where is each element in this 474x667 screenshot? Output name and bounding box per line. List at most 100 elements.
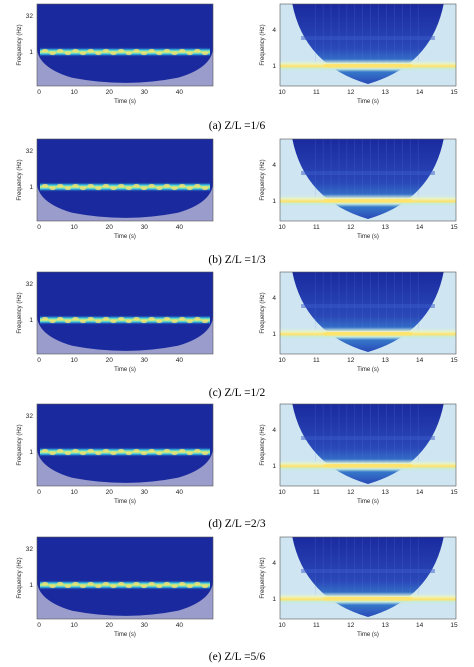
ridge-peak: [194, 48, 201, 53]
right-scalogram-c: 4 1 10 11 12 13 14 15 Time (s) Frequency (Hz): [260, 271, 458, 373]
right-scalogram-d: 4 1 10 11 12 13 14 15 Time (s) Frequency (Hz): [260, 403, 458, 505]
y-axis-label: Frequency (Hz): [17, 424, 23, 465]
ridge-peak: [110, 319, 117, 324]
ridge-peak: [178, 448, 186, 453]
ridge-peak: [41, 316, 49, 321]
ridge-peak: [49, 51, 56, 56]
ridge-peak: [140, 186, 148, 191]
ridge-peak: [171, 319, 178, 324]
ridge-band: [40, 447, 210, 457]
x-tick-label: 20: [106, 89, 114, 96]
ridge-peak: [148, 48, 155, 53]
x-axis-label: Time (s): [357, 234, 379, 240]
ridge-peak: [171, 584, 178, 589]
x-tick-label: 40: [176, 89, 184, 96]
panel-caption: (c) Z/L =1/2: [209, 387, 266, 399]
ridge-peak: [72, 183, 79, 188]
y-tick-label: 32: [26, 413, 34, 420]
y-axis-label: Frequency (Hz): [17, 159, 23, 200]
x-tick-label: 15: [450, 357, 458, 364]
ridge-peak: [171, 186, 178, 191]
y-tick-label: 4: [272, 560, 276, 567]
x-tick-label: 30: [141, 489, 149, 496]
y-tick-label: 1: [272, 331, 276, 338]
panel-caption: (e) Z/L =5/6: [209, 651, 266, 663]
ridge-band: [40, 182, 210, 192]
ridge-peak: [125, 319, 133, 324]
x-tick-label: 40: [176, 357, 184, 364]
x-tick-label: 10: [70, 357, 78, 364]
ridge-peak: [41, 448, 49, 453]
ridge-peak: [57, 581, 64, 586]
panel-caption: (d) Z/L =2/3: [208, 518, 265, 530]
ridge-peak: [95, 319, 102, 324]
ridge-peak: [163, 581, 171, 586]
ridge-peak: [87, 581, 94, 586]
y-tick-label: 1: [29, 317, 33, 324]
x-tick-label: 40: [176, 622, 184, 629]
x-tick-label: 10: [278, 89, 286, 96]
secondary-band: [301, 569, 435, 573]
plot-frame: [36, 271, 214, 355]
ridge-peak: [163, 48, 171, 53]
y-axis-label: Frequency (Hz): [260, 292, 266, 333]
ridge-peak: [194, 183, 201, 188]
x-axis-label: Time (s): [114, 499, 136, 505]
x-tick-label: 20: [106, 489, 114, 496]
y-tick-label: 32: [26, 281, 34, 288]
scalogram-field: [37, 4, 213, 83]
ridge-peak: [133, 48, 140, 53]
x-tick-label: 11: [313, 489, 320, 496]
plot-frame: [279, 138, 457, 222]
ridge-peak: [156, 451, 163, 456]
x-tick-label: 15: [450, 89, 458, 96]
x-axis-label: Time (s): [357, 367, 379, 373]
ridge-peak: [95, 451, 102, 456]
ridge-peak: [201, 51, 209, 56]
ridge-peak: [148, 183, 155, 188]
ridge-peak: [110, 51, 117, 56]
x-tick-label: 10: [70, 489, 78, 496]
ridge-peak: [186, 319, 193, 324]
x-tick-label: 0: [37, 357, 41, 364]
secondary-band: [301, 171, 435, 175]
ridge-peak: [178, 316, 186, 321]
plot-frame: [36, 536, 214, 620]
ridge-peak: [156, 186, 163, 191]
x-tick-label: 10: [70, 89, 78, 96]
ridge-peak: [186, 186, 193, 191]
x-tick-label: 0: [37, 89, 41, 96]
ridge-peak: [57, 448, 64, 453]
ridge-peak: [201, 584, 209, 589]
scalogram-field: [37, 139, 213, 218]
ridge-peak: [148, 316, 155, 321]
x-axis-label: Time (s): [114, 367, 136, 373]
ridge-peak: [79, 319, 87, 324]
x-tick-label: 40: [176, 489, 184, 496]
y-tick-label: 32: [26, 148, 34, 155]
ridge-peak: [125, 584, 133, 589]
ridge-peak: [133, 581, 140, 586]
ridge-core: [324, 199, 412, 203]
x-tick-label: 30: [141, 89, 149, 96]
x-tick-label: 30: [141, 224, 149, 231]
y-tick-label: 4: [272, 162, 276, 169]
ridge-peak: [133, 448, 140, 453]
x-tick-label: 10: [278, 622, 286, 629]
y-axis-label: Frequency (Hz): [17, 24, 23, 65]
x-tick-label: 12: [347, 489, 355, 496]
x-tick-label: 12: [347, 357, 355, 364]
ridge-core: [324, 64, 412, 68]
ridge-peak: [117, 316, 125, 321]
ridge-peak: [64, 319, 72, 324]
ridge-peak: [102, 48, 110, 53]
ridge-peak: [201, 451, 209, 456]
ridge-peak: [95, 186, 102, 191]
x-tick-label: 10: [278, 224, 286, 231]
ridge-peak: [156, 319, 163, 324]
ridge-peak: [49, 451, 56, 456]
ridge-peak: [57, 48, 64, 53]
ridge-peak: [125, 186, 133, 191]
